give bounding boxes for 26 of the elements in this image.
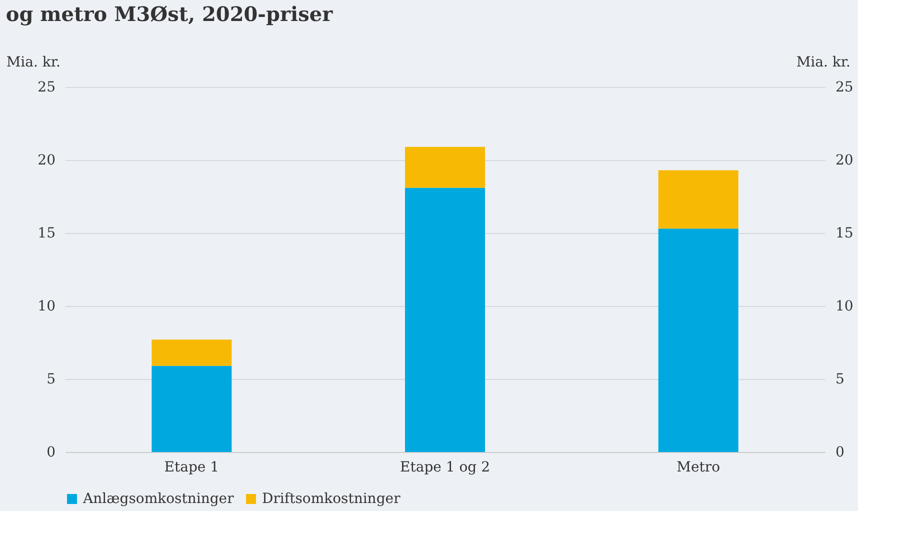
legend-label: Driftsomkostninger bbox=[262, 491, 401, 507]
bar bbox=[152, 366, 232, 452]
y2-axis-title: Mia. kr. bbox=[796, 54, 850, 70]
y-axis-title: Mia. kr. bbox=[6, 54, 60, 70]
legend-label: Anlægsomkostninger bbox=[82, 491, 234, 507]
bar bbox=[152, 340, 232, 366]
y-tick-label: 15 bbox=[38, 226, 56, 242]
x-tick-label: Etape 1 og 2 bbox=[400, 460, 490, 476]
y2-tick-label: 10 bbox=[836, 298, 854, 314]
y-tick-label: 25 bbox=[38, 80, 56, 96]
y-tick-label: 5 bbox=[46, 372, 56, 388]
y-tick-label: 10 bbox=[38, 298, 56, 314]
bar bbox=[658, 228, 738, 452]
y2-tick-label: 0 bbox=[836, 444, 844, 460]
y2-tick-label: 20 bbox=[836, 152, 854, 168]
chart-title: og metro M3Øst, 2020-priser bbox=[6, 2, 334, 26]
y-tick-label: 20 bbox=[38, 152, 56, 168]
y2-tick-label: 5 bbox=[836, 372, 844, 388]
bar bbox=[658, 170, 738, 229]
y2-tick-label: 25 bbox=[836, 80, 854, 96]
x-tick-label: Etape 1 bbox=[164, 460, 220, 476]
bar bbox=[405, 188, 485, 452]
y2-tick-label: 15 bbox=[836, 226, 854, 242]
x-tick-label: Metro bbox=[676, 460, 720, 476]
y-tick-label: 0 bbox=[46, 444, 56, 460]
bar bbox=[405, 146, 485, 188]
